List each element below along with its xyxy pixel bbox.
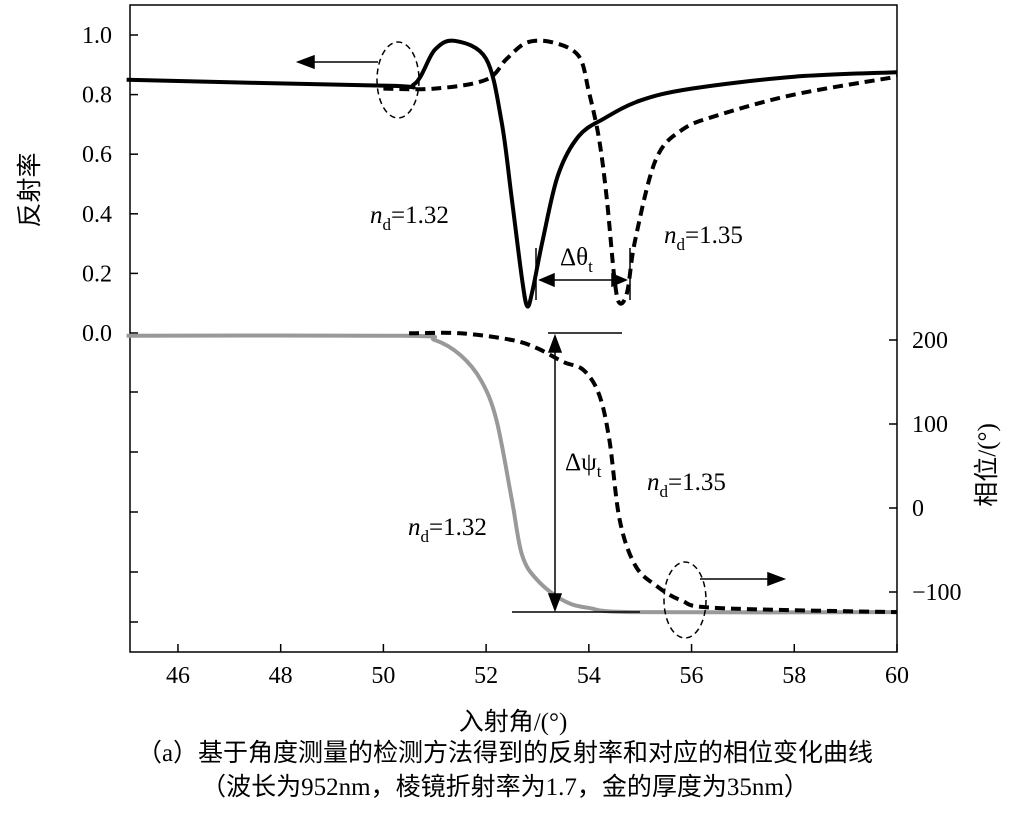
svg-text:nd=1.32: nd=1.32 bbox=[408, 514, 487, 546]
y-right-tick-label: −100 bbox=[912, 580, 962, 606]
x-tick-label: 48 bbox=[269, 663, 293, 689]
caption-line-1: （a）基于角度测量的检测方法得到的反射率和对应的相位变化曲线 bbox=[136, 740, 874, 767]
nd-label-symbol: n bbox=[370, 202, 383, 229]
delta-psi-sub: t bbox=[597, 462, 602, 481]
x-tick-label: 50 bbox=[371, 663, 395, 689]
delta-theta-label: Δθ bbox=[560, 244, 588, 271]
y-left-tick-label: 0.8 bbox=[82, 83, 112, 109]
svg-text:nd=1.35: nd=1.35 bbox=[664, 222, 743, 254]
y-left-tick-label: 0.6 bbox=[82, 142, 112, 168]
y-right-tick-label: 0 bbox=[912, 496, 924, 522]
r135-label: =1.35 bbox=[685, 222, 743, 249]
annotations bbox=[295, 41, 787, 639]
series-line-2 bbox=[126, 333, 898, 615]
y-left-tick-label: 0.0 bbox=[82, 321, 112, 347]
nd-sub: d bbox=[421, 527, 430, 546]
nd-label-symbol: n bbox=[647, 469, 660, 496]
svg-text:Δθt: Δθt bbox=[560, 244, 593, 276]
nd-label-symbol: n bbox=[664, 222, 677, 249]
p132-label: =1.32 bbox=[429, 514, 487, 541]
p135-label: =1.35 bbox=[668, 469, 726, 496]
y-axis-label-left: 反射率 bbox=[16, 152, 44, 227]
x-tick-label: 54 bbox=[577, 663, 601, 689]
chart: 46 48 50 52 54 56 58 60 0.0 0.2 0.4 0.6 0.8 1.0 200 100… bbox=[16, 4, 1001, 736]
nd-sub: d bbox=[660, 482, 669, 501]
delta-theta-sub: t bbox=[588, 257, 593, 276]
svg-text:nd=1.35: nd=1.35 bbox=[647, 469, 726, 501]
y-left-tick-label: 1.0 bbox=[82, 23, 112, 49]
nd-sub: d bbox=[383, 215, 392, 234]
r132-label: =1.32 bbox=[391, 202, 449, 229]
series-line-1 bbox=[383, 38, 898, 306]
x-tick-label: 58 bbox=[782, 663, 806, 689]
x-tick-label: 56 bbox=[680, 663, 704, 689]
y-right-tick-label: 200 bbox=[912, 328, 948, 354]
series-line-0 bbox=[126, 38, 898, 309]
caption-line-2: （波长为952nm，棱镜折射率为1.7，金的厚度为35nm） bbox=[201, 774, 809, 801]
plot-frame bbox=[129, 4, 898, 653]
x-tick-label: 60 bbox=[885, 663, 909, 689]
x-tick-label: 52 bbox=[474, 663, 498, 689]
y-right-tick-label: 100 bbox=[912, 412, 948, 438]
svg-text:Δψt: Δψt bbox=[565, 449, 602, 481]
series-line-3 bbox=[409, 330, 898, 615]
left-axis-marker-ellipse bbox=[376, 41, 420, 119]
y-left-tick-label: 0.4 bbox=[82, 202, 112, 228]
y-left-tick-label: 0.2 bbox=[82, 261, 112, 287]
x-tick-label: 46 bbox=[166, 663, 190, 689]
right-axis-marker-ellipse bbox=[663, 561, 707, 639]
delta-psi-label: Δψ bbox=[565, 449, 597, 476]
y-axis-label-right: 相位/(°) bbox=[973, 423, 1001, 507]
nd-label-symbol: n bbox=[408, 514, 421, 541]
nd-sub: d bbox=[677, 235, 686, 254]
x-axis-label: 入射角/(°) bbox=[459, 708, 568, 736]
svg-text:nd=1.32: nd=1.32 bbox=[370, 202, 449, 234]
